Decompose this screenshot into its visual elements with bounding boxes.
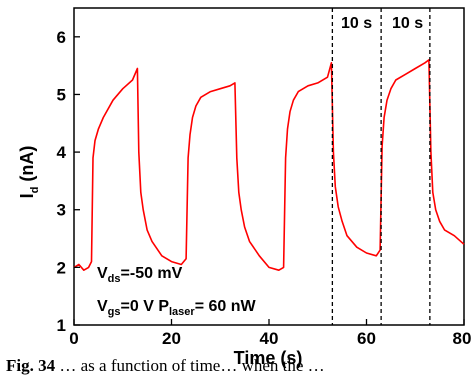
x-tick-label: 80 [453, 329, 472, 348]
y-tick-label: 5 [57, 85, 66, 104]
vds-annotation: Vds=-50 mV [97, 265, 183, 285]
caption-text: … as a function of time… when the … [55, 356, 325, 375]
x-axis-title: Time (s) [234, 348, 303, 368]
caption-prefix: Fig. 34 [6, 356, 56, 375]
x-tick-label: 40 [260, 329, 279, 348]
figure-caption: Fig. 34 … as a function of time… when th… [6, 356, 325, 376]
label-10s-2: 10 s [392, 15, 423, 32]
vgs-plaser-annotation: Vgs=0 V Plaser= 60 nW [97, 298, 257, 318]
label-10s-1: 10 s [341, 15, 372, 32]
y-tick-label: 1 [57, 316, 66, 335]
y-tick-label: 3 [57, 201, 66, 220]
x-tick-label: 60 [357, 329, 376, 348]
y-axis-title: Id (nA) [17, 146, 41, 199]
series-line-id [73, 59, 465, 272]
y-tick-label: 2 [57, 258, 66, 277]
y-tick-label: 4 [57, 143, 67, 162]
y-tick-label: 6 [57, 28, 66, 47]
x-tick-label: 0 [69, 329, 78, 348]
x-tick-label: 20 [162, 329, 181, 348]
